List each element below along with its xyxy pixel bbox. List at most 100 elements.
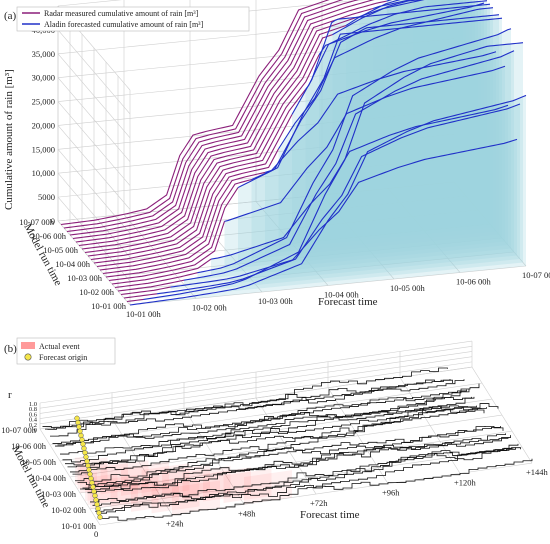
panel-a-series bbox=[60, 0, 527, 306]
run-series-line bbox=[95, 443, 519, 512]
fill-area bbox=[319, 3, 484, 234]
radar-series-line bbox=[117, 279, 185, 292]
forecast-origin-point bbox=[86, 467, 92, 473]
run-series-line bbox=[70, 409, 485, 473]
legend-a-aladin-text: Aladin forecasted cumulative amount of r… bbox=[44, 20, 204, 29]
fill-area bbox=[265, 51, 496, 254]
ytick-label: 15,000 bbox=[32, 144, 55, 154]
forecast-origin-point bbox=[82, 450, 88, 456]
forecast-origin-point bbox=[77, 428, 83, 434]
ytick-label: 5000 bbox=[38, 192, 55, 202]
panel-a: 0 5000 10,000 15,000 20,000 25,000 30,000 35,00… bbox=[3, 0, 550, 319]
forecast-origin-point bbox=[84, 458, 90, 464]
forecast-origin-point bbox=[87, 471, 93, 477]
radar-series-line bbox=[120, 286, 171, 296]
run-series-line bbox=[42, 367, 448, 428]
fill-area bbox=[197, 28, 511, 280]
panel-b-ylabel: r bbox=[8, 389, 12, 401]
radar-series-line bbox=[90, 89, 306, 261]
ztick-label: 10-04 00h bbox=[31, 473, 66, 483]
xtick-label: 10-02 00h bbox=[192, 303, 227, 313]
fill-area bbox=[346, 0, 478, 223]
ztick-label: 10-01 00h bbox=[61, 521, 96, 531]
forecast-origin-point bbox=[78, 432, 84, 439]
panel-a-ylabel: Cumulative amount of rain [m³] bbox=[3, 69, 15, 210]
xtick-label: +96h bbox=[382, 488, 400, 498]
ytick-label: 20,000 bbox=[32, 120, 55, 130]
forecast-origin-point bbox=[89, 480, 95, 486]
run-series-line bbox=[57, 396, 472, 446]
forecast-origin-point bbox=[88, 475, 94, 482]
fill-area bbox=[143, 42, 523, 300]
run-series-line bbox=[67, 407, 482, 468]
ztick-label: 10-05 00h bbox=[21, 457, 56, 467]
ztick-label: 10-07 00h bbox=[1, 425, 36, 435]
ytick-label: 0 bbox=[34, 427, 37, 434]
run-series-line bbox=[55, 388, 470, 447]
aladin-series-line bbox=[210, 104, 509, 260]
fill-area bbox=[440, 0, 457, 188]
radar-series-line bbox=[105, 187, 239, 278]
xtick-label: +144h bbox=[526, 467, 549, 477]
xtick-label: 10-03 00h bbox=[258, 296, 293, 306]
forecast-origin-point bbox=[93, 497, 99, 503]
panel-b-origins bbox=[74, 415, 103, 520]
forecast-origin-point bbox=[90, 484, 96, 490]
fill-area bbox=[184, 50, 514, 285]
xtick-label: +48h bbox=[238, 508, 256, 518]
aladin-series-line bbox=[183, 50, 515, 281]
ztick-label: 10-07 00h bbox=[19, 217, 54, 227]
ztick-label: 10-03 00h bbox=[41, 489, 76, 499]
run-series-line bbox=[100, 458, 533, 521]
aladin-series-line bbox=[156, 103, 521, 295]
forecast-origin-point bbox=[97, 514, 103, 520]
run-series-line bbox=[47, 379, 453, 430]
run-series-line bbox=[50, 379, 465, 437]
radar-series-line bbox=[78, 16, 360, 247]
ytick-label: 25,000 bbox=[32, 97, 55, 107]
aladin-series-line bbox=[197, 28, 512, 274]
fill-area bbox=[170, 139, 517, 290]
legend-b-origin-text: Forecast origin bbox=[39, 353, 87, 362]
xtick-label: 0 bbox=[94, 529, 98, 539]
aladin-series-line bbox=[237, 17, 503, 189]
ytick-label: 0.4 bbox=[29, 417, 38, 424]
ytick-label: 30,000 bbox=[32, 73, 55, 83]
forecast-origin-point bbox=[75, 419, 81, 426]
aladin-series-line bbox=[291, 3, 491, 115]
xtick-label: 10-05 00h bbox=[390, 283, 425, 293]
radar-series-line bbox=[111, 258, 212, 285]
ytick-label: 0 bbox=[51, 216, 55, 226]
radar-series-line bbox=[63, 0, 344, 229]
event-window bbox=[203, 467, 251, 502]
panel-b-xlabel: Forecast time bbox=[300, 509, 360, 521]
fill-area bbox=[130, 95, 526, 305]
radar-series-line bbox=[114, 272, 198, 289]
aladin-series-line bbox=[372, 0, 413, 10]
radar-series-line bbox=[75, 7, 374, 243]
fill-area bbox=[224, 66, 505, 270]
legend-b-event-text: Actual event bbox=[39, 342, 80, 351]
radar-series-line bbox=[96, 148, 279, 268]
radar-series-line bbox=[84, 34, 333, 254]
radar-series-line bbox=[72, 0, 387, 240]
aladin-series-line bbox=[170, 138, 518, 288]
fill-area bbox=[211, 105, 508, 275]
fill-area bbox=[278, 7, 493, 249]
xtick-label: 10-07 00h bbox=[522, 270, 550, 280]
forecast-origin-point bbox=[91, 488, 97, 495]
forecast-origin-point bbox=[76, 424, 82, 430]
forecast-origin-point bbox=[85, 462, 91, 469]
forecast-origin-point bbox=[83, 454, 89, 460]
panel-b-series bbox=[42, 367, 533, 521]
radar-series-line bbox=[93, 114, 293, 264]
radar-series-line bbox=[99, 171, 266, 271]
fill-area bbox=[157, 103, 520, 295]
forecast-origin-point bbox=[94, 501, 100, 507]
ztick-label: 10-01 00h bbox=[91, 301, 126, 311]
radar-series-line bbox=[123, 293, 158, 299]
radar-series-line bbox=[60, 0, 330, 226]
ztick-label: 10-03 00h bbox=[67, 273, 102, 283]
forecast-origin-point bbox=[92, 493, 98, 499]
